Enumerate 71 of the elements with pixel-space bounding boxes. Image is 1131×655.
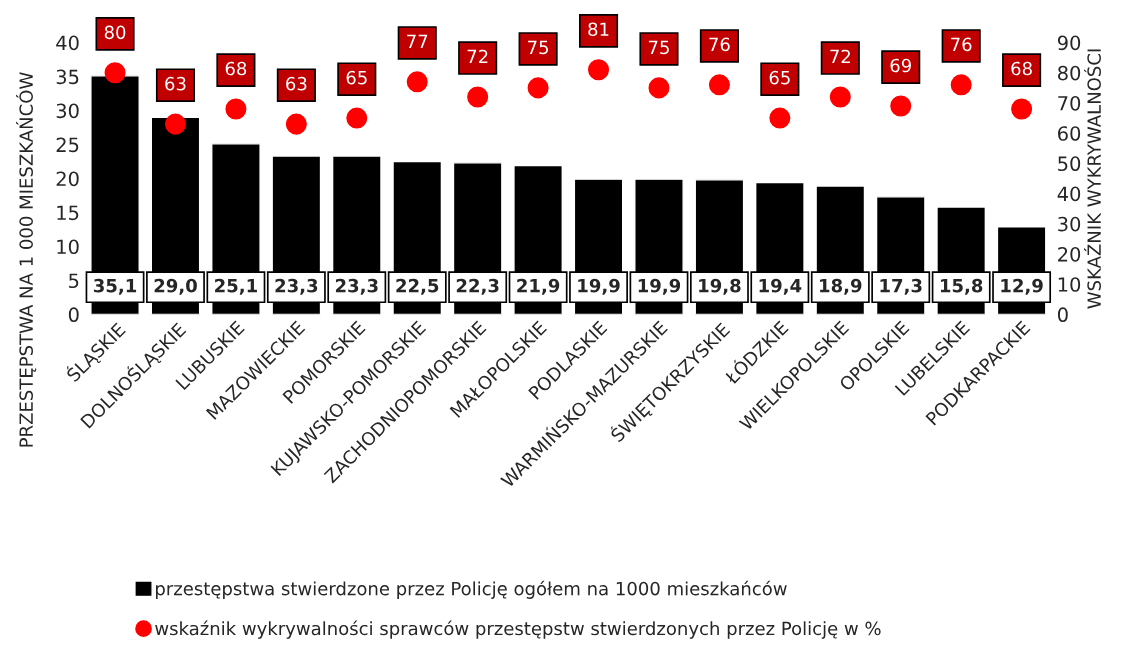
point bbox=[164, 113, 186, 135]
point bbox=[829, 86, 851, 108]
y-axis-title: PRZESTĘPSTWA NA 1 000 MIESZKAŃCÓW bbox=[16, 72, 37, 447]
y-tick-label: 35 bbox=[56, 69, 79, 85]
data-label: 21,9 bbox=[517, 278, 560, 295]
point bbox=[285, 113, 307, 135]
data-label: 29,0 bbox=[154, 278, 197, 295]
data-label: 72 bbox=[830, 49, 850, 64]
data-label: 65 bbox=[346, 70, 367, 85]
point bbox=[527, 77, 549, 99]
data-label: 19,8 bbox=[699, 278, 741, 295]
y2-tick-label: 70 bbox=[1058, 95, 1081, 111]
data-label: 12,9 bbox=[1001, 278, 1043, 295]
data-label: 19,9 bbox=[638, 278, 681, 295]
point bbox=[950, 74, 972, 96]
point bbox=[467, 86, 489, 108]
y-tick-label: 0 bbox=[68, 307, 79, 323]
y2-tick-label: 40 bbox=[1057, 186, 1081, 202]
data-label: 75 bbox=[528, 40, 549, 55]
y-tick-label: 25 bbox=[56, 137, 79, 153]
data-label: 63 bbox=[286, 76, 307, 91]
point bbox=[225, 98, 247, 120]
data-label: 68 bbox=[225, 61, 247, 76]
data-label: 18,9 bbox=[820, 278, 862, 295]
y2-tick-label: 60 bbox=[1058, 126, 1081, 141]
point bbox=[769, 107, 791, 129]
data-label: 19,4 bbox=[759, 278, 802, 295]
data-label: 22,5 bbox=[396, 278, 439, 295]
data-label: 76 bbox=[709, 37, 730, 52]
y-tick-label: 10 bbox=[57, 239, 79, 255]
point bbox=[104, 62, 126, 84]
point bbox=[648, 77, 670, 99]
y-tick-label: 5 bbox=[69, 273, 79, 289]
y-tick-label: 15 bbox=[57, 205, 79, 221]
y2-tick-label: 50 bbox=[1058, 156, 1081, 172]
data-label: 15,8 bbox=[940, 278, 983, 295]
data-label: 63 bbox=[165, 76, 186, 91]
data-label: 77 bbox=[407, 34, 428, 48]
y2-tick-label: 30 bbox=[1058, 216, 1081, 232]
y2-axis-title: WSKAŹNIK WYKRYWALNOŚCI bbox=[1084, 49, 1101, 309]
data-label: 22,3 bbox=[456, 278, 499, 295]
data-label: 80 bbox=[104, 25, 126, 40]
data-label: 25,1 bbox=[215, 278, 257, 295]
point bbox=[406, 71, 428, 93]
y2-tick-label: 10 bbox=[1058, 277, 1081, 292]
point bbox=[1011, 98, 1033, 120]
point bbox=[588, 59, 610, 81]
point bbox=[346, 107, 368, 129]
data-label: 65 bbox=[769, 70, 790, 85]
data-label: 68 bbox=[1011, 61, 1032, 76]
data-label: 75 bbox=[648, 40, 669, 55]
y2-tick-label: 90 bbox=[1057, 35, 1081, 51]
data-label: 23,3 bbox=[335, 278, 378, 295]
legend-label: wskaźnik wykrywalności sprawców przestępstw stwierdzonych przez Policję w % bbox=[155, 620, 881, 639]
data-label: 72 bbox=[467, 49, 488, 64]
data-label: 35,1 bbox=[93, 278, 137, 295]
legend-label: przestępstwa stwierdzone przez Policję ogółem na 1000 mieszkańców bbox=[156, 580, 787, 599]
data-label: 23,3 bbox=[275, 278, 318, 295]
y-tick-label: 20 bbox=[56, 171, 79, 187]
data-label: 81 bbox=[588, 22, 609, 37]
data-label: 76 bbox=[951, 37, 972, 52]
data-label: 19,9 bbox=[578, 278, 620, 295]
y2-tick-label: 0 bbox=[1057, 307, 1068, 323]
point bbox=[708, 74, 730, 96]
data-label: 17,3 bbox=[880, 278, 922, 295]
y2-tick-label: 80 bbox=[1058, 65, 1081, 81]
y2-tick-label: 20 bbox=[1058, 246, 1081, 262]
y-tick-label: 30 bbox=[56, 103, 79, 119]
data-label: 69 bbox=[890, 58, 911, 73]
y-tick-label: 40 bbox=[56, 35, 79, 51]
point bbox=[890, 95, 912, 117]
